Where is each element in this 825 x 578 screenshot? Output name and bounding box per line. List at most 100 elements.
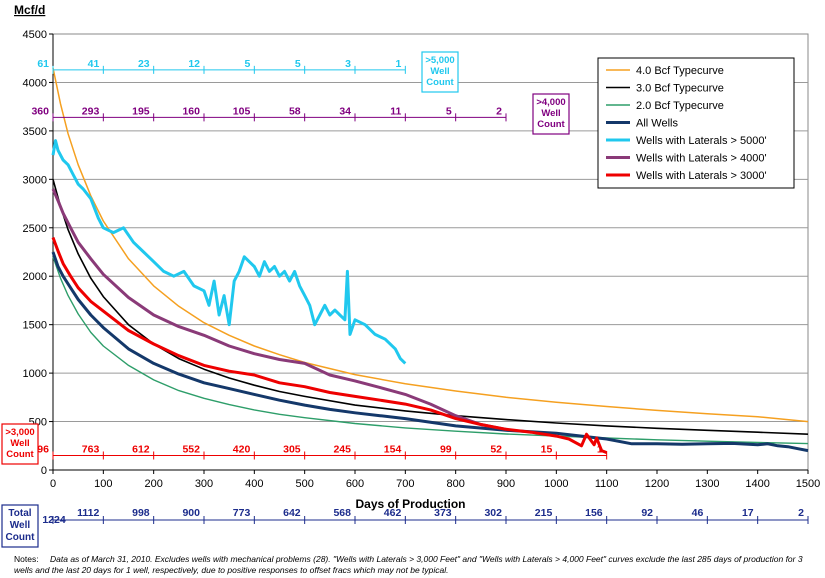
total-count-value: 568	[333, 507, 351, 519]
count-box-frame	[421, 51, 459, 93]
total-count-value: 462	[384, 507, 402, 519]
total-count-value: 46	[692, 507, 704, 519]
count-box-text: Well	[10, 438, 29, 449]
x-tick-label: 1500	[796, 478, 820, 490]
x-tick-label: 300	[195, 478, 213, 490]
count-box-text: Count	[537, 119, 565, 130]
legend-label: Wells with Laterals > 3000'	[636, 170, 767, 182]
count-box-text: Count	[6, 449, 34, 460]
total-count-value: 302	[484, 507, 502, 519]
x-tick-label: 1200	[645, 478, 669, 490]
total-count-value: 773	[233, 507, 251, 519]
legend-frame	[597, 57, 795, 189]
count-value-count3000: 612	[132, 443, 150, 455]
count-value-count4000: 360	[31, 105, 49, 117]
total-count-value: 642	[283, 507, 301, 519]
y-tick-label: 0	[41, 465, 47, 477]
count-value-count3000: 154	[384, 443, 402, 455]
x-tick-label: 600	[346, 478, 364, 490]
count-box-text: >3,000	[5, 427, 34, 438]
series-line-gt5000	[51, 139, 407, 365]
y-tick-label: 3000	[23, 174, 47, 186]
count-value-count3000: 245	[333, 443, 351, 455]
count-value-count5000: 61	[37, 58, 49, 70]
total-count-box-text: Count	[6, 532, 36, 543]
y-tick-label: 3500	[23, 126, 47, 138]
count-box-text: >5,000	[425, 55, 454, 66]
x-tick-label: 900	[497, 478, 515, 490]
total-count-value: 92	[641, 507, 653, 519]
count-value-count3000: 99	[440, 443, 452, 455]
total-count-box-text: Well	[10, 520, 31, 531]
x-tick-label: 700	[396, 478, 414, 490]
series-line-all	[51, 251, 809, 453]
count-value-count5000: 23	[138, 58, 150, 70]
x-tick-label: 100	[94, 478, 112, 490]
series-line-tc30	[52, 179, 809, 435]
legend-label: All Wells	[636, 118, 678, 130]
total-count-value: 2	[798, 507, 804, 519]
legend-label: 2.0 Bcf Typecurve	[636, 100, 724, 112]
y-tick-label: 2000	[23, 271, 47, 283]
x-tick-label: 400	[245, 478, 263, 490]
x-tick-label: 1300	[695, 478, 719, 490]
production-chart: 0 500 1000 1500 2000 2500 3000 3500 4000 4500 0 100…	[1, 3, 820, 548]
y-tick-label: 2500	[23, 223, 47, 235]
y-tick-label: 4000	[23, 77, 47, 89]
x-tick-label: 800	[446, 478, 464, 490]
y-tick-label: 1000	[23, 368, 47, 380]
count-value-count5000: 12	[188, 58, 200, 70]
series-line-gt3000	[51, 236, 608, 454]
count-value-count4000: 34	[339, 105, 351, 117]
notes-text: Data as of March 31, 2010. Excludes well…	[14, 554, 803, 575]
x-tick-label: 1100	[595, 478, 619, 490]
count-box-text: Count	[426, 77, 454, 88]
total-count-value: 373	[434, 507, 452, 519]
y-axis-title: Mcf/d	[14, 3, 45, 17]
total-count-value: 998	[132, 507, 150, 519]
chart-notes: Notes: Data as of March 31, 2010. Exclude…	[14, 554, 814, 576]
total-count-value: 900	[182, 507, 200, 519]
count-value-count4000: 160	[182, 105, 200, 117]
count-value-count3000: 420	[233, 443, 251, 455]
y-tick-label: 1500	[23, 320, 47, 332]
count-value-count4000: 293	[82, 105, 100, 117]
count-value-count5000: 5	[244, 58, 250, 70]
legend-label: Wells with Laterals > 5000'	[636, 135, 767, 147]
count-value-count4000: 105	[233, 105, 251, 117]
count-value-count3000: 15	[541, 443, 553, 455]
x-tick-label: 1000	[544, 478, 568, 490]
count-value-count5000: 41	[88, 58, 100, 70]
total-count-value: 1224	[42, 514, 66, 526]
count-value-count4000: 5	[446, 105, 452, 117]
total-count-value: 17	[742, 507, 754, 519]
count-value-count3000: 305	[283, 443, 301, 455]
count-value-count5000: 5	[295, 58, 301, 70]
series-line-tc40	[52, 67, 809, 423]
count-value-count3000: 552	[182, 443, 200, 455]
total-count-box-frame	[1, 504, 39, 548]
total-count-value: 1112	[77, 507, 99, 519]
x-tick-label: 500	[295, 478, 313, 490]
legend-label: 3.0 Bcf Typecurve	[636, 83, 724, 95]
y-tick-label: 4500	[23, 29, 47, 41]
total-count-value: 156	[585, 507, 603, 519]
count-value-count3000: 52	[490, 443, 502, 455]
count-value-count3000: 1	[597, 443, 603, 455]
count-box-frame	[532, 93, 570, 135]
count-box-text: Well	[430, 66, 449, 77]
count-value-count4000: 195	[132, 105, 150, 117]
series-line-tc20	[52, 256, 809, 445]
legend-label: Wells with Laterals > 4000'	[636, 153, 767, 165]
legend: 4.0 Bcf Typecurve 3.0 Bcf Typecurve 2.0 Bc…	[597, 57, 795, 189]
count-box-text: >4,000	[536, 97, 565, 108]
count-value-count4000: 58	[289, 105, 301, 117]
count-value-count3000: 763	[82, 443, 100, 455]
total-count-value: 215	[535, 507, 553, 519]
count-box-frame	[1, 423, 39, 465]
legend-label: 4.0 Bcf Typecurve	[636, 65, 724, 77]
total-count-box-text: Total	[8, 508, 31, 519]
